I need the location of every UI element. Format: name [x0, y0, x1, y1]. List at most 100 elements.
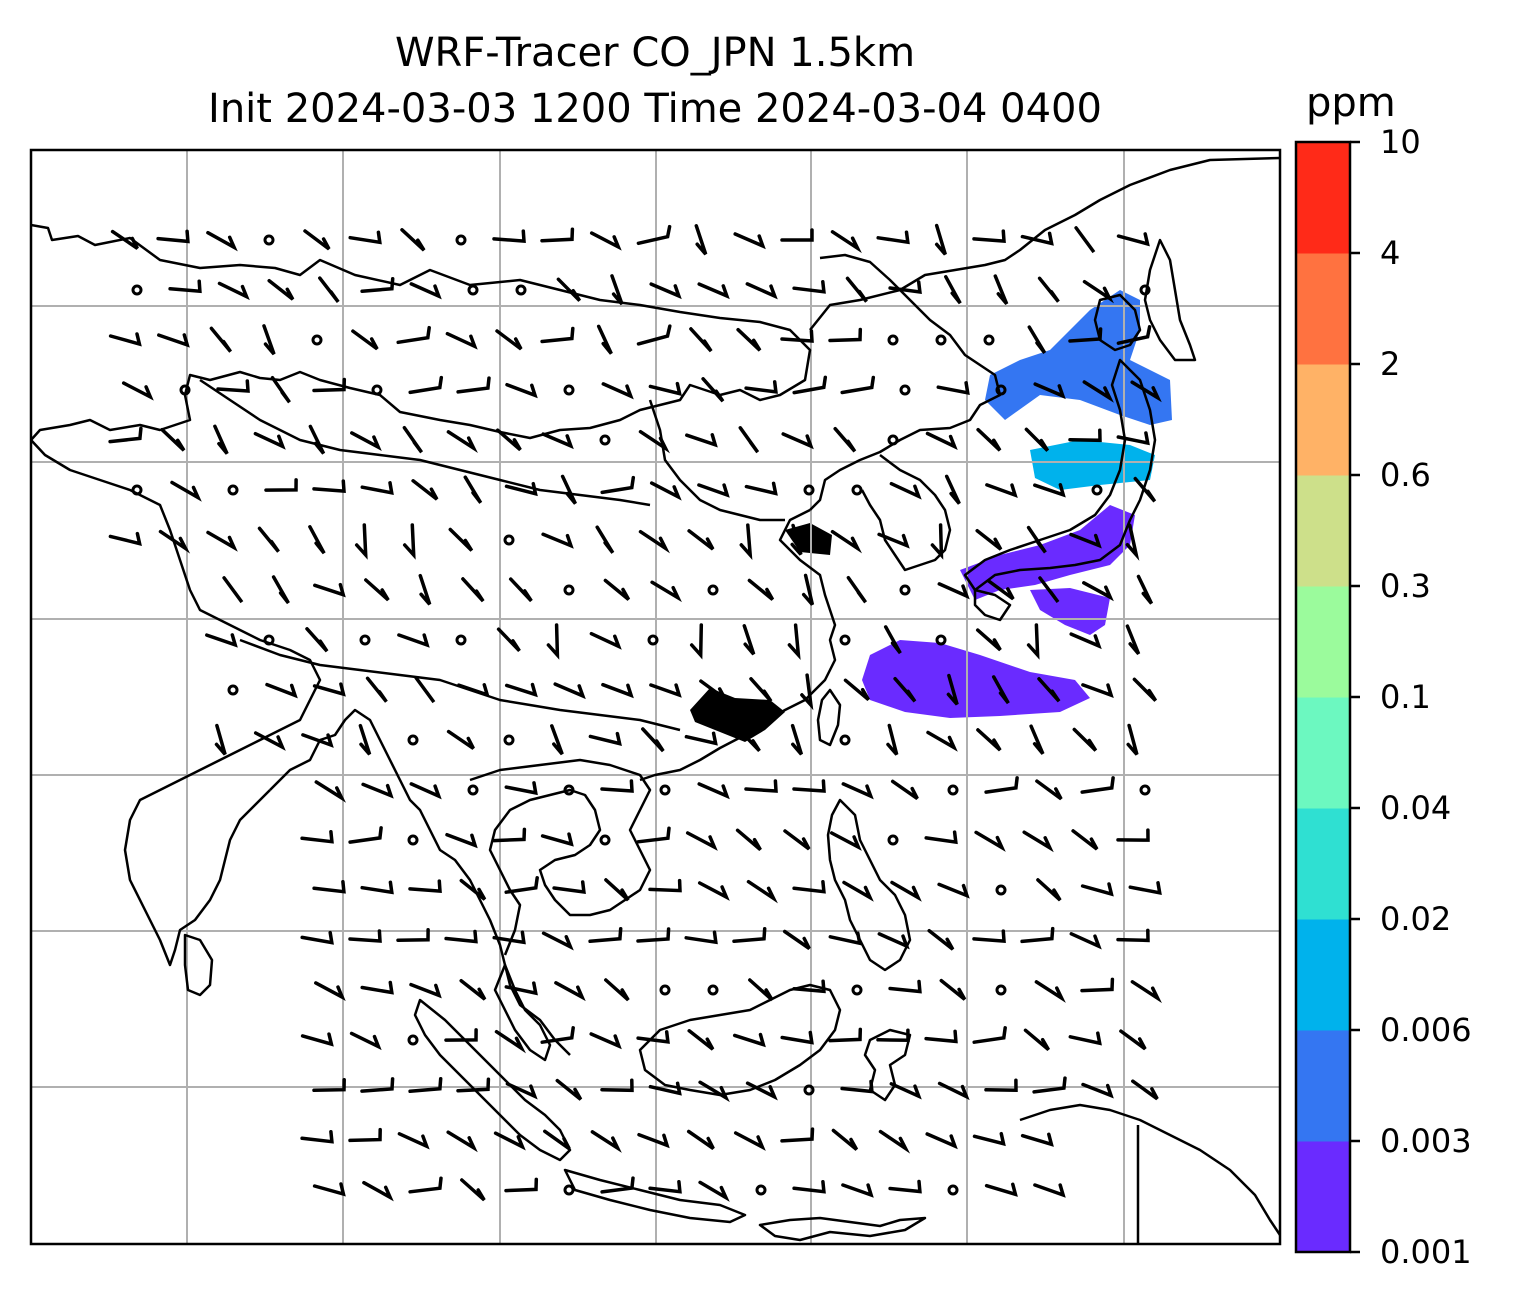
wind-barb	[790, 523, 803, 556]
wind-barb	[158, 529, 191, 554]
wind-barb	[588, 731, 622, 746]
wind-barb	[1027, 325, 1047, 354]
coastline-indochina	[469, 758, 652, 956]
calm-wind-marker	[947, 784, 959, 796]
wind-barb	[209, 326, 233, 353]
wind-barb	[939, 978, 967, 1001]
wind-barb	[1026, 623, 1040, 660]
calm-wind-marker	[983, 334, 995, 346]
wind-barb	[792, 979, 826, 994]
wind-barb	[984, 776, 1019, 794]
wind-barb	[444, 1028, 478, 1042]
wind-barb	[1035, 779, 1063, 801]
wind-barb	[987, 579, 1015, 601]
wind-barb	[1036, 878, 1062, 902]
wind-barb	[925, 1132, 958, 1150]
wind-barb	[457, 683, 490, 698]
wind-barb	[358, 723, 372, 756]
calm-wind-marker	[995, 384, 1007, 396]
wind-barb	[556, 277, 582, 302]
wind-barb	[974, 830, 1006, 852]
wind-barb	[396, 928, 430, 942]
colorbar-swatch	[1296, 1141, 1350, 1253]
wind-barb	[1130, 380, 1162, 403]
wind-barb	[348, 1127, 382, 1143]
wind-barb	[408, 1076, 443, 1094]
wind-barb	[505, 1082, 538, 1100]
wind-barb	[170, 480, 202, 502]
wind-barb	[314, 780, 346, 803]
wind-barb	[649, 481, 682, 501]
calm-wind-marker	[659, 784, 671, 796]
calm-wind-marker	[563, 1184, 575, 1196]
calm-wind-marker	[263, 634, 275, 646]
wind-barb	[736, 727, 761, 753]
wind-barb	[459, 978, 487, 1001]
calm-wind-marker	[1091, 484, 1103, 496]
wind-barb	[1131, 1079, 1159, 1101]
wind-barb	[364, 578, 390, 602]
wind-barb	[1024, 427, 1050, 452]
wind-barb	[744, 779, 778, 793]
wind-barb	[991, 675, 1010, 705]
wind-barb	[846, 575, 868, 604]
wind-barb	[780, 1030, 814, 1045]
wind-barb	[360, 1077, 395, 1093]
wind-barb	[944, 275, 962, 305]
coastline-borneo	[638, 983, 842, 1097]
wind-barb	[504, 682, 538, 698]
calm-wind-marker	[563, 784, 575, 796]
wind-barb	[300, 1129, 334, 1144]
wind-barb	[637, 1132, 670, 1149]
wind-barb	[792, 280, 826, 294]
wind-barb	[698, 1180, 730, 1202]
calm-wind-marker	[935, 334, 947, 346]
colorbar-unit-label: ppm	[1306, 80, 1396, 126]
wind-barb	[400, 228, 426, 252]
wind-barb	[411, 479, 439, 501]
wind-barb	[1029, 724, 1045, 755]
wind-barb	[1080, 977, 1115, 993]
tracer-region-north-china	[785, 523, 832, 555]
wind-barb	[303, 229, 331, 251]
wind-barb	[783, 829, 811, 851]
wind-barb	[893, 676, 917, 703]
calm-wind-marker	[755, 1184, 767, 1196]
calm-wind-marker	[707, 584, 719, 596]
wind-barb	[205, 633, 238, 648]
wind-barb	[348, 826, 383, 844]
tracer-region-hokkaido	[985, 290, 1172, 425]
wind-barb	[1071, 829, 1099, 851]
calm-wind-marker	[803, 1084, 815, 1096]
calm-wind-marker	[995, 884, 1007, 896]
wind-barb	[1081, 1082, 1114, 1099]
map-area	[31, 150, 1280, 1244]
colorbar-swatch	[1296, 1030, 1350, 1142]
wind-barb	[540, 227, 575, 243]
colorbar-tick-label: 2	[1380, 345, 1401, 383]
wind-barb	[589, 231, 622, 251]
wind-barb	[409, 782, 442, 800]
coastline-india	[31, 439, 322, 967]
wind-barb	[408, 879, 442, 893]
wind-barb	[738, 426, 760, 454]
wind-barb	[494, 1029, 527, 1054]
wind-barb	[402, 425, 424, 454]
calm-wind-marker	[179, 384, 191, 396]
wind-barb	[541, 532, 574, 549]
wind-barb	[937, 582, 970, 600]
tracer-region-south-china	[690, 688, 785, 742]
wind-barb	[1116, 431, 1150, 446]
calm-wind-marker	[839, 634, 851, 646]
wind-barb	[697, 782, 730, 800]
wind-barb	[748, 978, 774, 1002]
wind-barb	[733, 1131, 766, 1151]
wind-barb	[408, 1176, 443, 1194]
map-title-line2: Init 2024-03-03 1200 Time 2024-03-04 040…	[208, 86, 1102, 132]
wind-barb	[1125, 624, 1141, 656]
wind-barb	[876, 1028, 910, 1042]
wind-barb	[414, 676, 436, 704]
wind-barb	[543, 1129, 571, 1151]
wind-barb	[747, 578, 775, 601]
wind-barb	[348, 929, 382, 943]
